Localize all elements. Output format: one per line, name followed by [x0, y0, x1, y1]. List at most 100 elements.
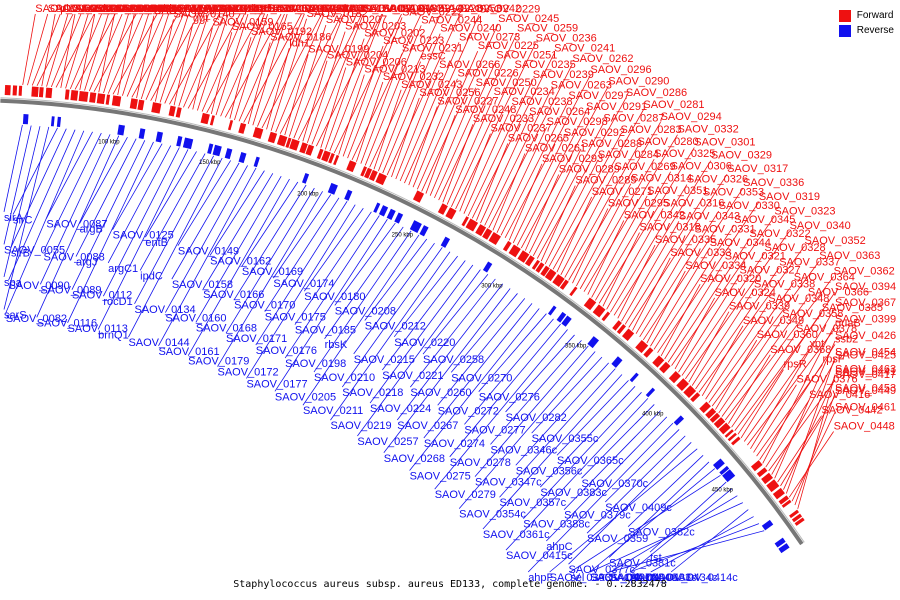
leader-line — [731, 333, 797, 428]
leader-line — [575, 183, 632, 287]
leader-line — [201, 13, 245, 112]
feature-label: SAOV_0288 — [581, 138, 642, 150]
feature-label: SAOV_0199 — [308, 43, 369, 55]
feature-label: SAOV_0277 — [464, 424, 525, 436]
forward-feature — [683, 385, 697, 399]
feature-label: SAOV_0184 — [287, 3, 348, 15]
leader-line — [391, 97, 420, 178]
feature-label: essC — [421, 51, 446, 63]
feature-label: SAOV_0348 — [768, 293, 829, 305]
leader-line — [587, 220, 625, 295]
leader-line — [369, 264, 474, 404]
leader-line — [589, 468, 716, 573]
forward-feature — [621, 328, 635, 341]
leader-line — [546, 416, 668, 542]
leader-line — [762, 324, 836, 464]
feature-label: SAOV_0216 — [362, 3, 423, 15]
feature-label: SAOV_0426 — [835, 330, 896, 342]
leader-line — [41, 13, 56, 87]
leader-line — [195, 175, 282, 323]
reverse-feature — [712, 458, 725, 470]
feature-label: SAOV_0332 — [678, 124, 739, 136]
leader-line — [438, 33, 518, 201]
leader-line — [429, 87, 477, 196]
feature-label: SAOV_0359 — [587, 533, 648, 545]
feature-label: SAOV_0202 — [364, 28, 425, 40]
leader-line — [36, 13, 74, 87]
feature-label: SAOV_0256 — [419, 87, 480, 99]
reverse-feature — [722, 469, 736, 483]
leader-line — [508, 163, 543, 241]
feature-label: SAOV_0158 — [172, 279, 233, 291]
leader-line — [583, 134, 678, 292]
leader-line — [422, 273, 489, 355]
reverse-feature — [22, 114, 29, 125]
forward-feature — [559, 279, 569, 290]
feature-label: SAOV_0376 — [796, 374, 857, 386]
leader-line — [570, 474, 721, 573]
leader-line — [768, 379, 836, 472]
forward-feature — [321, 150, 331, 162]
leader-line — [275, 13, 325, 133]
leader-line — [50, 13, 82, 88]
forward-feature — [465, 218, 479, 232]
feature-label: rpsF — [823, 353, 845, 365]
feature-label: SAOV_0262 — [572, 53, 633, 65]
leader-line — [624, 197, 704, 325]
feature-label: SAOV_0229 — [479, 4, 540, 16]
leader-line — [642, 187, 744, 341]
feature-label: SAOV_0055 — [4, 244, 65, 256]
leader-line — [122, 13, 149, 96]
feature-label: SAOV_0155 — [224, 3, 285, 15]
leader-line — [524, 174, 560, 251]
leader-line — [650, 516, 754, 573]
feature-label: SAOV_0121 — [129, 3, 190, 15]
leader-line — [560, 171, 615, 275]
leader-line — [602, 232, 640, 307]
leader-line — [783, 376, 836, 490]
leader-line — [356, 81, 384, 162]
reverse-feature — [302, 173, 310, 184]
leader-line — [621, 221, 680, 322]
axis-tick-label: 250 kbp — [392, 233, 414, 239]
feature-label: SAOV_0415c — [506, 550, 573, 562]
feature-label: SAOV_0327 — [740, 264, 801, 276]
leader-line — [797, 374, 836, 509]
feature-label: sodA — [88, 3, 114, 15]
feature-label: SAOV_0454 — [835, 347, 896, 359]
leader-line — [334, 222, 396, 306]
leader-line — [500, 100, 569, 236]
leader-line — [568, 121, 661, 281]
feature-label: SAOV_0176 — [256, 345, 317, 357]
leader-line — [589, 502, 744, 573]
feature-label: SAOV_0257 — [357, 436, 418, 448]
forward-feature — [643, 347, 654, 358]
feature-label: ipdC — [140, 270, 163, 282]
leader-line — [788, 431, 834, 498]
leader-line — [43, 132, 102, 252]
feature-label: SAOV_0051 — [73, 3, 134, 15]
feature-label: SAOV_0337 — [779, 257, 840, 269]
forward-swatch — [838, 9, 851, 22]
leader-line — [229, 37, 252, 119]
leader-line — [591, 195, 648, 298]
forward-feature — [569, 286, 578, 297]
forward-feature — [778, 495, 790, 505]
feature-label: SAOV_0181 — [322, 3, 383, 15]
leader-line — [266, 48, 290, 130]
feature-label: SAOV_0357c — [500, 497, 567, 509]
feature-label: SAOV_0169 — [242, 266, 303, 278]
feature-label: coa — [248, 3, 267, 15]
leader-line — [708, 282, 795, 403]
reverse-feature — [611, 356, 623, 368]
feature-label: SAOV_0414c — [671, 572, 738, 584]
feature-label: SAOV_0138 — [169, 3, 230, 15]
feature-label: SAOV_0267 — [397, 420, 458, 432]
forward-feature — [713, 417, 726, 429]
leader-line — [446, 96, 495, 205]
feature-label: SAOV_0198 — [285, 358, 346, 370]
feature-label: SAOV_0285 — [575, 175, 636, 187]
leader-line — [718, 318, 783, 414]
feature-label: SAOV_0116 — [37, 317, 97, 329]
leader-line — [257, 13, 305, 127]
